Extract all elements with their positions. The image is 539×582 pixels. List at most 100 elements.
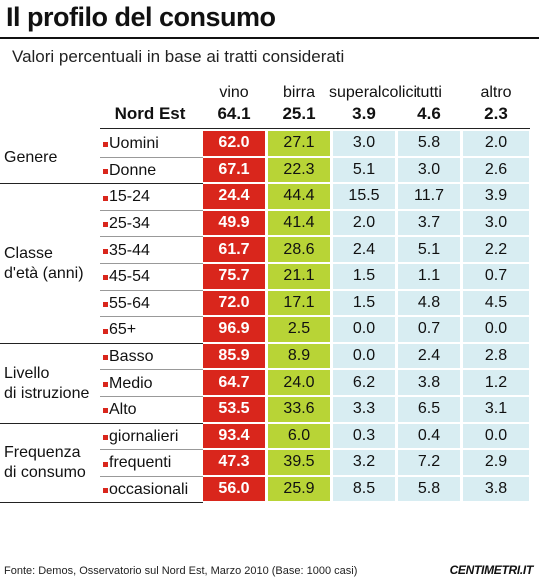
cell: 3.3 [333,397,395,424]
cell: 56.0 [203,476,265,504]
row-rule [100,396,203,397]
cell: 3.2 [333,450,395,477]
column-total: 64.1 [217,104,251,123]
cell: 85.9 [203,343,265,371]
cell: 7.2 [398,450,460,477]
cell: 2.8 [463,343,529,371]
cell: 3.0 [463,210,529,238]
row-bullet [103,434,108,440]
row-bullet [103,195,108,201]
cell: 72.0 [203,290,265,318]
cell: 0.7 [463,264,529,291]
row-rule [100,369,203,371]
column-total: 3.9 [352,104,376,123]
cell: 1.5 [333,290,395,318]
row-rule [100,316,203,318]
row-label: 55-64 [109,294,150,312]
row-rule [100,449,203,451]
cell: 5.8 [398,476,460,504]
cell: 2.6 [463,157,529,185]
cell: 44.4 [268,184,330,211]
column-total: 25.1 [282,104,316,123]
cell: 17.1 [268,290,330,318]
cell: 22.3 [268,157,330,185]
cell: 1.1 [398,264,460,291]
total-label: Nord Est [114,104,186,123]
row-bullet [103,222,108,228]
cell: 3.8 [463,476,529,504]
row-bullet [103,142,108,148]
cell: 2.9 [463,450,529,477]
row-bullet [103,355,108,361]
cell: 0.0 [463,317,529,344]
row-rule [100,475,203,477]
cell: 21.1 [268,264,330,291]
row-label: Alto [109,401,137,419]
cell: 2.0 [463,131,529,158]
title-rule [0,37,539,39]
cell: 53.5 [203,397,265,424]
row-rule [100,236,203,238]
row-label: 25-34 [109,215,150,233]
cell: 3.0 [333,131,395,158]
cell: 27.1 [268,131,330,158]
column-total: 2.3 [484,104,508,123]
row-rule [100,263,203,264]
cell: 15.5 [333,184,395,211]
cell: 4.8 [398,290,460,318]
cell: 6.5 [398,397,460,424]
cell: 0.0 [463,423,529,451]
cell: 2.2 [463,237,529,264]
cell: 6.0 [268,423,330,451]
cell: 96.9 [203,317,265,344]
row-label: giornalieri [109,427,179,445]
group-label: Classe d'età (anni) [4,244,84,282]
row-label: 15-24 [109,188,150,206]
row-bullet [103,301,108,307]
row-bullet [103,328,108,334]
row-label: Uomini [109,135,159,153]
cell: 0.0 [333,343,395,371]
row-rule [100,209,203,211]
row-bullet [103,168,108,174]
group-label: Livello di istruzione [4,364,90,402]
row-rule [100,289,203,291]
cell: 24.4 [203,184,265,211]
subtitle: Valori percentuali in base ai tratti con… [12,47,345,66]
group-label: Genere [4,148,58,166]
column-name: birra [282,84,315,101]
cell: 62.0 [203,131,265,158]
row-rule [100,156,203,158]
row-bullet [103,381,108,387]
cell: 4.5 [463,290,529,318]
row-label: 65+ [109,321,137,339]
group-rule [0,422,203,424]
group-rule [0,342,203,344]
cell: 3.9 [463,184,529,211]
cell: 64.7 [203,370,265,397]
cell: 24.0 [268,370,330,397]
row-label: frequenti [109,454,172,472]
cell: 1.5 [333,264,395,291]
row-label: Medio [109,374,153,392]
row-bullet [103,248,108,254]
row-label: 35-44 [109,241,150,259]
row-label: 45-54 [109,268,150,286]
cell: 33.6 [268,397,330,424]
row-bullet [103,408,108,414]
cell: 2.4 [333,237,395,264]
cell: 93.4 [203,423,265,451]
source: Fonte: Demos, Osservatorio sul Nord Est,… [4,565,358,577]
cell: 25.9 [268,476,330,504]
column-total: 4.6 [417,104,441,123]
cell: 5.1 [398,237,460,264]
group-rule [0,183,203,185]
cell: 2.0 [333,210,395,238]
row-bullet [103,488,108,494]
cell: 3.0 [398,157,460,185]
cell: 3.7 [398,210,460,238]
cell: 2.5 [268,317,330,344]
title: Il profilo del consumo [6,2,276,32]
column-name: vino [219,84,249,101]
